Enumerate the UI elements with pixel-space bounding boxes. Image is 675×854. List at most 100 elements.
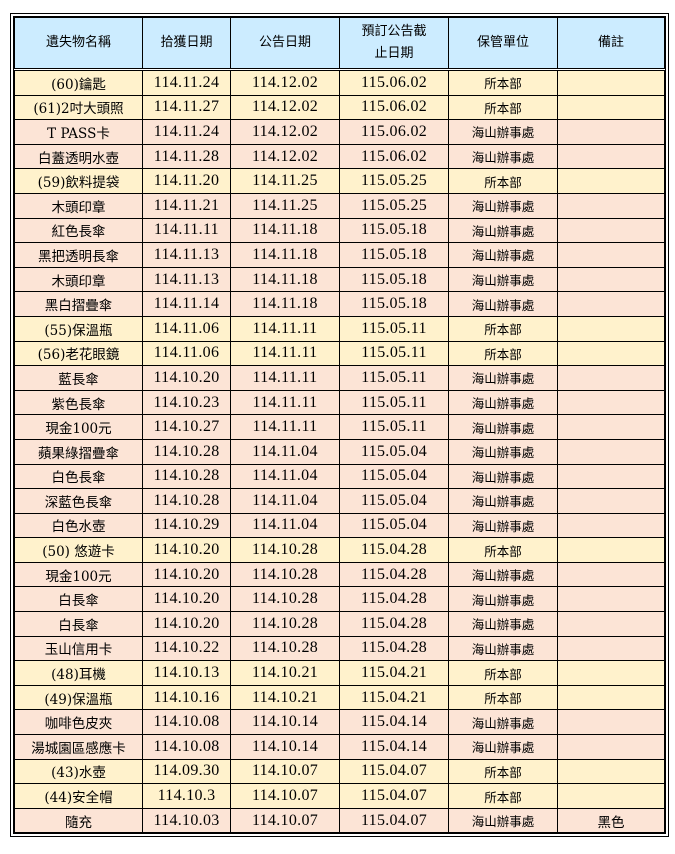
cell-found-date: 114.11.27 <box>142 94 231 121</box>
cell-deadline-date: 115.05.18 <box>339 217 449 244</box>
cell-custody-unit: 所本部 <box>448 758 558 785</box>
cell-remarks <box>557 389 665 416</box>
cell-deadline-date: 115.06.02 <box>339 119 449 145</box>
cell-deadline-date: 115.04.07 <box>339 783 449 809</box>
cell-remarks <box>557 94 665 121</box>
cell-found-date: 114.11.13 <box>142 242 231 268</box>
cell-custody-unit: 海山辦事處 <box>448 217 558 244</box>
cell-notice-date: 114.12.02 <box>230 143 340 170</box>
cell-notice-date: 114.11.11 <box>230 315 340 342</box>
table-row: (61)2吋大頭照 114.11.27 114.12.02 115.06.02 所本部 <box>14 94 665 121</box>
table-row: 現金100元 114.10.20 114.10.28 115.04.28 海山辦事處 <box>14 561 665 588</box>
table-row: 木頭印章 114.11.13 114.11.18 115.05.18 海山辦事處 <box>14 266 665 293</box>
cell-notice-date: 114.12.02 <box>230 69 340 96</box>
cell-deadline-date: 115.04.28 <box>339 586 449 613</box>
table-row: 白長傘 114.10.20 114.10.28 115.04.28 海山辦事處 <box>14 611 665 637</box>
cell-remarks <box>557 512 665 539</box>
cell-remarks <box>557 291 665 317</box>
cell-item-name: (60)鑰匙 <box>14 69 143 96</box>
cell-found-date: 114.10.20 <box>142 561 231 588</box>
cell-deadline-date: 115.04.14 <box>339 709 449 736</box>
cell-item-name: 紫色長傘 <box>14 389 143 416</box>
cell-notice-date: 114.10.28 <box>230 635 340 662</box>
cell-found-date: 114.10.29 <box>142 512 231 539</box>
cell-item-name: 現金100元 <box>14 561 143 588</box>
cell-remarks <box>557 734 665 760</box>
table-row: 紫色長傘 114.10.23 114.11.11 115.05.11 海山辦事處 <box>14 389 665 416</box>
cell-found-date: 114.10.20 <box>142 611 231 637</box>
table-row: 隨充 114.10.03 114.10.07 115.04.07 海山辦事處 黑色 <box>14 807 665 834</box>
cell-item-name: (59)飲料提袋 <box>14 168 143 194</box>
cell-custody-unit: 所本部 <box>448 315 558 342</box>
cell-item-name: T PASS卡 <box>14 119 143 145</box>
cell-deadline-date: 115.06.02 <box>339 69 449 96</box>
cell-notice-date: 114.11.18 <box>230 242 340 268</box>
cell-notice-date: 114.11.04 <box>230 438 340 465</box>
cell-found-date: 114.10.20 <box>142 586 231 613</box>
cell-found-date: 114.11.21 <box>142 192 231 219</box>
cell-notice-date: 114.10.28 <box>230 537 340 563</box>
cell-found-date: 114.10.08 <box>142 709 231 736</box>
cell-deadline-date: 115.05.11 <box>339 340 449 367</box>
table-row: T PASS卡 114.11.24 114.12.02 115.06.02 海山辦事處 <box>14 119 665 145</box>
cell-notice-date: 114.11.25 <box>230 168 340 194</box>
cell-item-name: (55)保溫瓶 <box>14 315 143 342</box>
cell-found-date: 114.11.06 <box>142 315 231 342</box>
header-deadline-line2: 止日期 <box>374 46 414 61</box>
cell-item-name: 木頭印章 <box>14 266 143 293</box>
cell-item-name: (50) 悠遊卡 <box>14 537 143 563</box>
cell-custody-unit: 海山辦事處 <box>448 463 558 490</box>
cell-item-name: 隨充 <box>14 807 143 834</box>
cell-found-date: 114.11.14 <box>142 291 231 317</box>
cell-found-date: 114.11.24 <box>142 119 231 145</box>
header-deadline-line1: 預訂公告截 <box>361 24 427 39</box>
cell-notice-date: 114.10.28 <box>230 611 340 637</box>
cell-found-date: 114.10.16 <box>142 684 231 711</box>
cell-notice-date: 114.11.11 <box>230 340 340 367</box>
cell-deadline-date: 115.04.28 <box>339 611 449 637</box>
cell-custody-unit: 所本部 <box>448 783 558 809</box>
cell-deadline-date: 115.05.11 <box>339 414 449 440</box>
cell-found-date: 114.11.11 <box>142 217 231 244</box>
cell-remarks <box>557 611 665 637</box>
cell-notice-date: 114.12.02 <box>230 94 340 121</box>
cell-notice-date: 114.11.11 <box>230 365 340 391</box>
cell-remarks <box>557 168 665 194</box>
cell-remarks <box>557 537 665 563</box>
cell-notice-date: 114.10.07 <box>230 807 340 834</box>
cell-item-name: 白長傘 <box>14 586 143 613</box>
cell-found-date: 114.09.30 <box>142 758 231 785</box>
cell-remarks <box>557 463 665 490</box>
cell-notice-date: 114.11.18 <box>230 266 340 293</box>
table-row: 深藍色長傘 114.10.28 114.11.04 115.05.04 海山辦事處 <box>14 488 665 514</box>
cell-notice-date: 114.11.04 <box>230 512 340 539</box>
cell-deadline-date: 115.05.04 <box>339 438 449 465</box>
cell-remarks <box>557 783 665 809</box>
cell-found-date: 114.10.08 <box>142 734 231 760</box>
cell-found-date: 114.10.3 <box>142 783 231 809</box>
cell-found-date: 114.11.28 <box>142 143 231 170</box>
cell-notice-date: 114.12.02 <box>230 119 340 145</box>
cell-item-name: 蘋果綠摺疊傘 <box>14 438 143 465</box>
table-row: (55)保溫瓶 114.11.06 114.11.11 115.05.11 所本部 <box>14 315 665 342</box>
table-row: 白色長傘 114.10.28 114.11.04 115.05.04 海山辦事處 <box>14 463 665 490</box>
table-row: 咖啡色皮夾 114.10.08 114.10.14 115.04.14 海山辦事處 <box>14 709 665 736</box>
cell-notice-date: 114.11.11 <box>230 389 340 416</box>
cell-custody-unit: 所本部 <box>448 684 558 711</box>
cell-deadline-date: 115.05.18 <box>339 242 449 268</box>
cell-found-date: 114.10.27 <box>142 414 231 440</box>
cell-item-name: 藍長傘 <box>14 365 143 391</box>
cell-deadline-date: 115.05.04 <box>339 512 449 539</box>
cell-item-name: (43)水壺 <box>14 758 143 785</box>
cell-deadline-date: 115.04.14 <box>339 734 449 760</box>
lost-items-table: 遺失物名稱 拾獲日期 公告日期 預訂公告截 止日期 保管單位 備註 (60)鑰匙 1… <box>14 17 665 834</box>
header-custody-unit: 保管單位 <box>448 17 558 71</box>
cell-deadline-date: 115.04.28 <box>339 561 449 588</box>
cell-custody-unit: 海山辦事處 <box>448 365 558 391</box>
cell-remarks <box>557 758 665 785</box>
cell-custody-unit: 所本部 <box>448 660 558 686</box>
table-row: 紅色長傘 114.11.11 114.11.18 115.05.18 海山辦事處 <box>14 217 665 244</box>
header-deadline: 預訂公告截 止日期 <box>339 17 449 71</box>
lost-items-table-frame: 遺失物名稱 拾獲日期 公告日期 預訂公告截 止日期 保管單位 備註 (60)鑰匙 1… <box>10 13 669 838</box>
table-row: 白色水壺 114.10.29 114.11.04 115.05.04 海山辦事處 <box>14 512 665 539</box>
